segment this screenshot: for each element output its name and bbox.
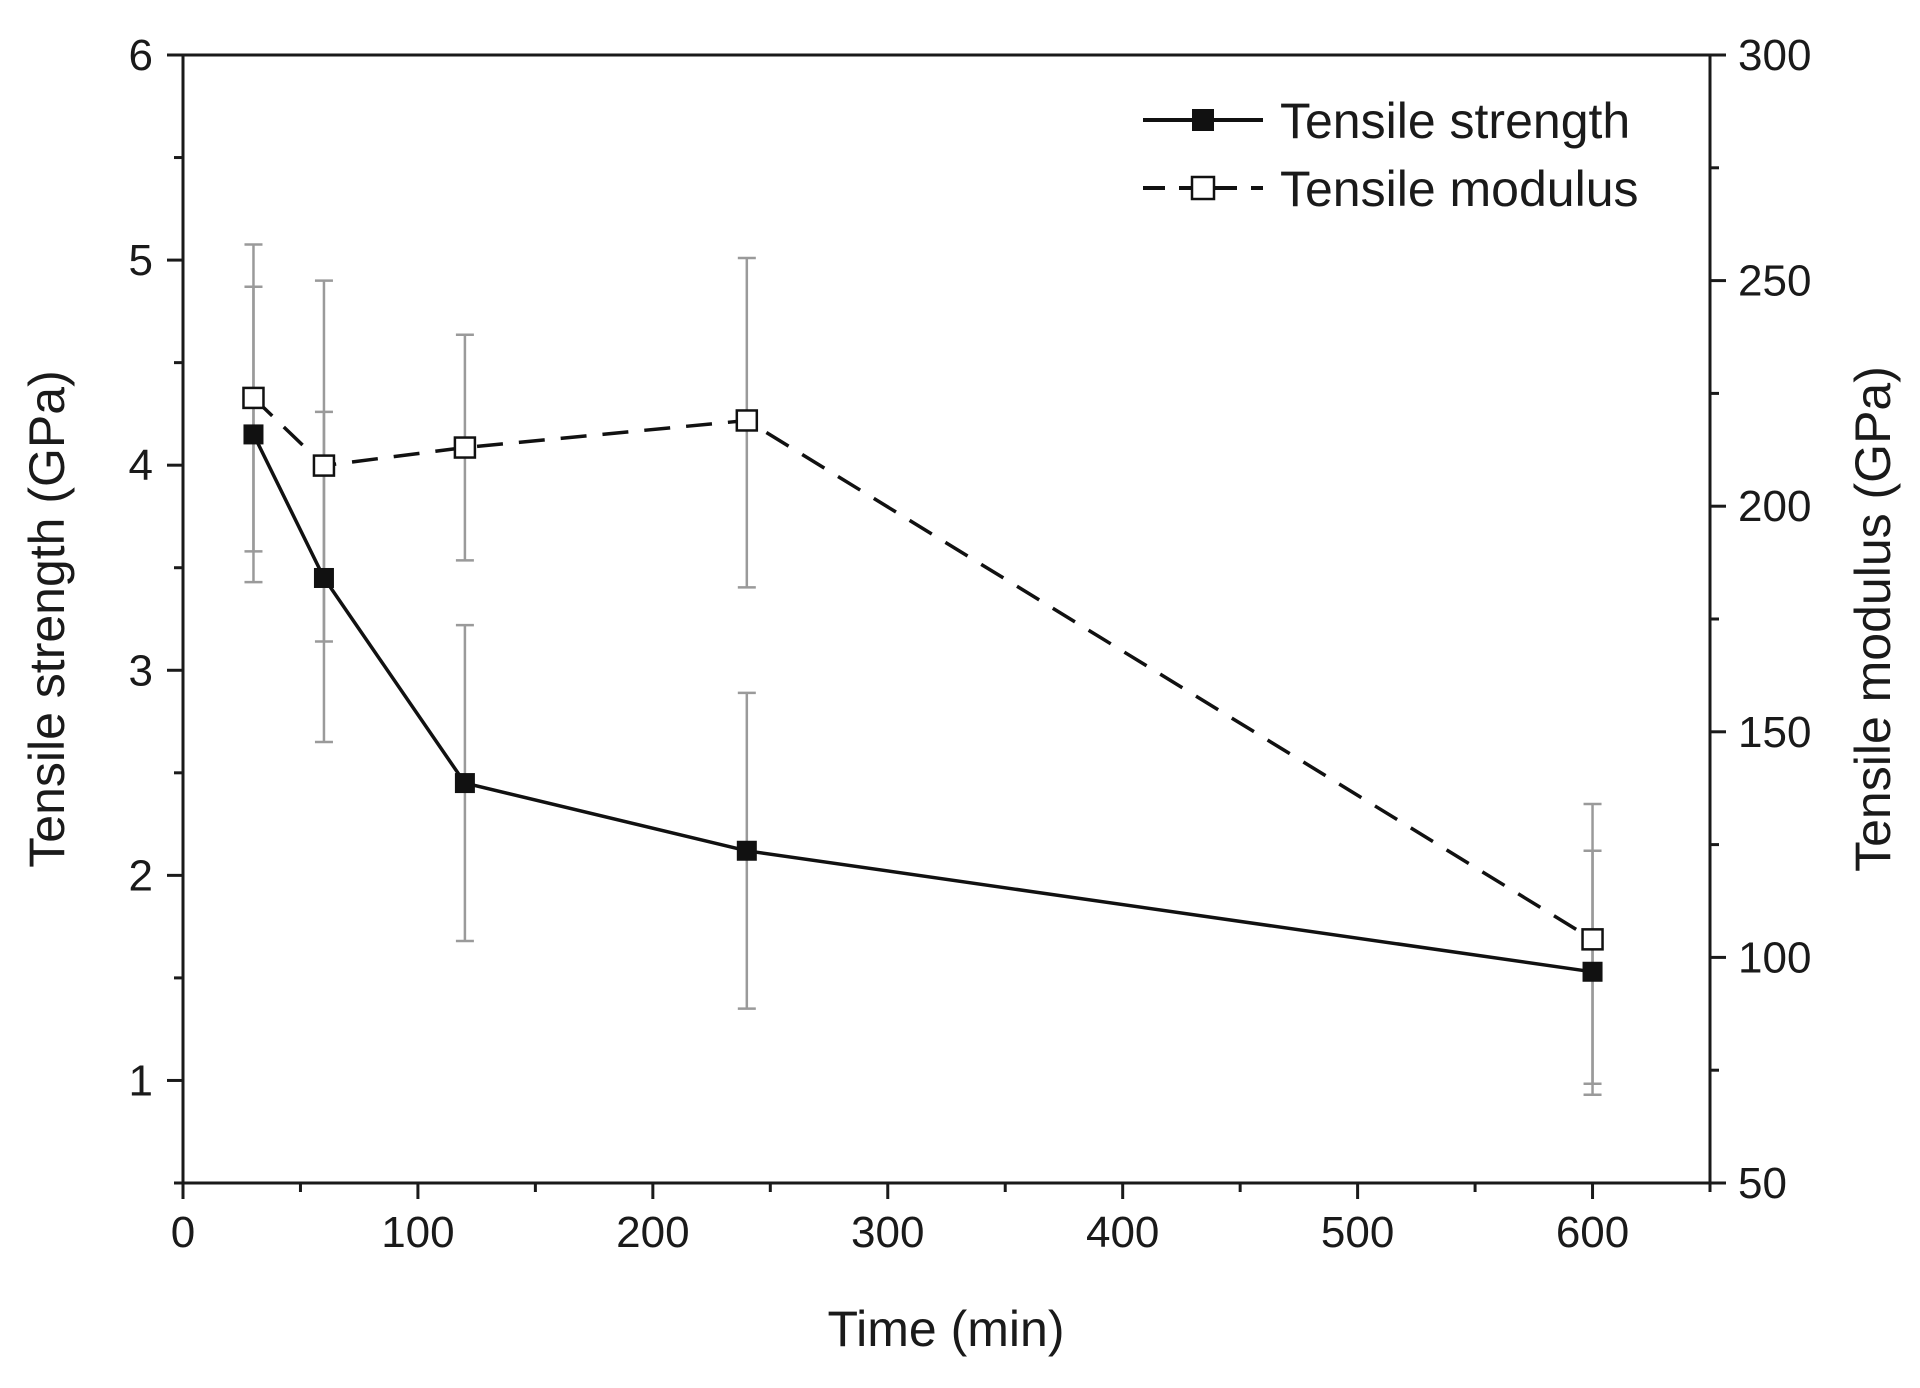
data-point-tensile-modulus (242, 386, 265, 410)
data-point-tensile-modulus (312, 454, 336, 477)
data-point-tensile-modulus (735, 409, 759, 432)
tick-labels: 0 100 200 300 400 500 600 1 2 3 4 5 6 50 100 150 200 250 3… (129, 31, 1812, 1257)
x-tick-label: 200 (616, 1208, 689, 1257)
data-point-tensile-modulus (453, 436, 477, 459)
y-left-tick-label: 4 (129, 441, 153, 490)
x-tick-label: 0 (171, 1208, 195, 1257)
data-point-tensile-strength (1582, 961, 1603, 982)
series-line-tensile-modulus (252, 396, 1594, 941)
y-right-tick-label: 250 (1738, 257, 1811, 306)
y-left-tick-label: 5 (129, 236, 153, 285)
y-axis-left-title: Tensile strength (GPa) (19, 370, 75, 867)
data-point-tensile-strength (454, 773, 475, 794)
x-tick-label: 500 (1321, 1208, 1394, 1257)
y-right-tick-label: 300 (1738, 31, 1811, 80)
legend-marker-tensile-strength (1192, 109, 1214, 131)
tick-marks (167, 53, 1726, 1199)
x-tick-label: 100 (381, 1208, 454, 1257)
y-right-tick-label: 50 (1738, 1159, 1787, 1208)
y-right-tick-label: 100 (1738, 933, 1811, 982)
y-axis-right-title: Tensile modulus (GPa) (1845, 366, 1901, 872)
y-left-tick-label: 3 (129, 646, 153, 695)
y-right-tick-label: 150 (1738, 708, 1811, 757)
y-left-tick-label: 1 (129, 1056, 153, 1105)
data-point-tensile-strength (736, 840, 757, 861)
legend-label-tensile-modulus: Tensile modulus (1280, 161, 1639, 217)
x-tick-label: 300 (851, 1208, 924, 1257)
y-left-tick-label: 6 (129, 31, 153, 80)
x-axis-title: Time (min) (827, 1301, 1064, 1357)
y-left-tick-label: 2 (129, 851, 153, 900)
data-point-tensile-strength (313, 567, 334, 588)
data-point-tensile-modulus (1581, 928, 1604, 951)
y-right-tick-label: 200 (1738, 482, 1811, 531)
series-markers (242, 386, 1604, 982)
legend-marker-tensile-modulus (1190, 175, 1216, 201)
legend-label-tensile-strength: Tensile strength (1280, 93, 1630, 149)
x-tick-label: 600 (1556, 1208, 1629, 1257)
x-tick-label: 400 (1086, 1208, 1159, 1257)
data-point-tensile-strength (243, 424, 264, 445)
legend: Tensile strength Tensile modulus (1143, 93, 1639, 217)
